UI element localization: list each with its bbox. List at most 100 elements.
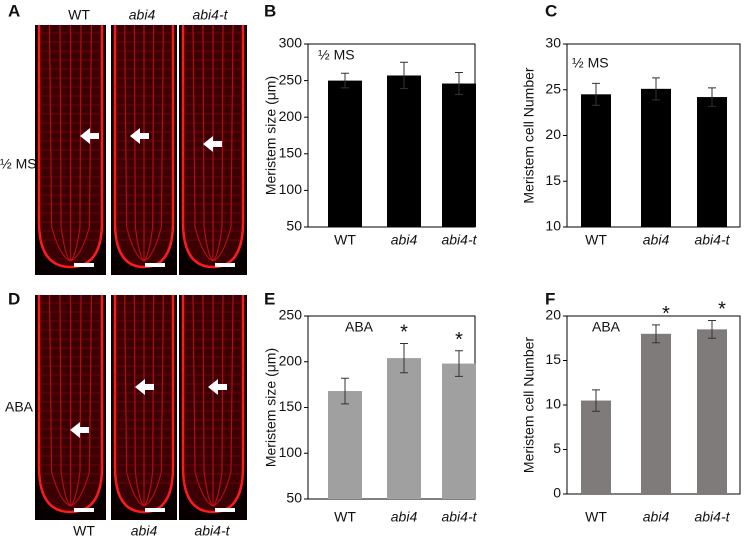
bar bbox=[328, 391, 362, 499]
cell-file bbox=[143, 294, 164, 507]
x-tick-label: abi4 bbox=[391, 232, 418, 248]
y-tick-label: 30 bbox=[545, 35, 561, 51]
x-tick-label: abi4 bbox=[643, 232, 670, 248]
bar bbox=[641, 88, 671, 228]
arrow bbox=[208, 379, 227, 395]
cell-file bbox=[192, 24, 214, 262]
y-axis-label: Meristem cell Number bbox=[521, 67, 537, 203]
y-tick-label: 150 bbox=[279, 398, 303, 414]
arrow bbox=[135, 379, 154, 395]
error-bar bbox=[341, 377, 349, 405]
y-tick-label: 250 bbox=[279, 307, 303, 323]
y-axis-label: Meristem cell Number bbox=[521, 337, 537, 473]
cell-file bbox=[48, 24, 71, 262]
annotation: ½ MS bbox=[318, 47, 355, 63]
x-tick-label: abi4-t bbox=[441, 232, 477, 248]
y-tick-label: 100 bbox=[279, 181, 303, 197]
condition-label: ½ MS bbox=[0, 156, 37, 172]
cell-file bbox=[212, 24, 234, 262]
column-label: abi4-t bbox=[194, 523, 230, 539]
cell-file bbox=[143, 24, 164, 262]
column-label: abi4 bbox=[129, 7, 156, 23]
y-tick-label: 50 bbox=[286, 218, 302, 234]
panel-letter: B bbox=[264, 1, 276, 20]
x-tick-label: abi4-t bbox=[441, 509, 477, 525]
cell-file bbox=[192, 294, 214, 507]
arrow bbox=[130, 128, 149, 144]
y-tick-label: 10 bbox=[545, 218, 561, 234]
cell-file bbox=[70, 294, 93, 507]
annotation: ½ MS bbox=[572, 55, 609, 71]
y-tick-label: 100 bbox=[279, 444, 303, 460]
y-tick-label: 200 bbox=[279, 352, 303, 368]
x-tick-label: WT bbox=[585, 232, 607, 248]
significance: * bbox=[718, 299, 726, 321]
cell-file bbox=[70, 24, 93, 262]
scale-bar bbox=[215, 263, 235, 267]
error-bar bbox=[592, 82, 600, 106]
panel-letter: A bbox=[8, 1, 20, 20]
y-tick-label: 50 bbox=[286, 490, 302, 506]
panel-letter: D bbox=[8, 289, 20, 308]
column-label: WT bbox=[68, 7, 90, 23]
y-tick-label: 0 bbox=[553, 485, 561, 501]
panel-letter: F bbox=[545, 289, 555, 308]
bar bbox=[581, 400, 611, 494]
y-tick-label: 15 bbox=[545, 172, 561, 188]
bar bbox=[328, 80, 362, 227]
arrow bbox=[80, 128, 99, 144]
scale-bar bbox=[74, 263, 94, 267]
bar bbox=[442, 363, 476, 499]
scale-bar bbox=[215, 508, 235, 512]
x-tick-label: WT bbox=[585, 509, 607, 525]
significance: * bbox=[455, 329, 463, 351]
x-tick-label: abi4-t bbox=[694, 509, 730, 525]
y-tick-label: 25 bbox=[545, 80, 561, 96]
bar bbox=[581, 94, 611, 227]
significance: * bbox=[400, 322, 408, 344]
error-bar bbox=[455, 350, 463, 377]
error-bar bbox=[652, 324, 660, 344]
annotation: ABA bbox=[345, 319, 374, 335]
cell-file bbox=[70, 294, 82, 507]
y-tick-label: 20 bbox=[545, 307, 561, 323]
x-tick-label: abi4 bbox=[643, 509, 670, 525]
y-axis-label: Meristem size (μm) bbox=[263, 348, 279, 467]
cell-file bbox=[212, 294, 224, 507]
error-bar bbox=[708, 319, 716, 339]
y-tick-label: 150 bbox=[279, 145, 303, 161]
y-tick-label: 200 bbox=[279, 108, 303, 124]
bar bbox=[442, 83, 476, 227]
x-tick-label: abi4 bbox=[391, 509, 418, 525]
y-tick-label: 20 bbox=[545, 126, 561, 142]
cell-file bbox=[59, 24, 71, 262]
scale-bar bbox=[74, 508, 94, 512]
y-tick-label: 300 bbox=[279, 35, 303, 51]
bar bbox=[697, 97, 727, 227]
error-bar bbox=[455, 72, 463, 96]
scale-bar bbox=[145, 263, 165, 267]
column-label: abi4-t bbox=[192, 7, 228, 23]
cell-file bbox=[202, 294, 214, 507]
error-bar bbox=[400, 342, 408, 374]
bar bbox=[387, 75, 421, 227]
error-bar bbox=[400, 61, 408, 90]
y-tick-label: 250 bbox=[279, 71, 303, 87]
arrow bbox=[203, 136, 222, 152]
cell-file bbox=[212, 24, 224, 262]
column-label: abi4 bbox=[131, 523, 158, 539]
cell-file bbox=[70, 24, 82, 262]
bar bbox=[697, 329, 727, 494]
x-tick-label: WT bbox=[334, 232, 356, 248]
y-tick-label: 10 bbox=[545, 396, 561, 412]
panel-letter: C bbox=[545, 1, 557, 20]
cell-file bbox=[59, 294, 71, 507]
error-bar bbox=[708, 87, 716, 107]
cell-file bbox=[212, 294, 234, 507]
cell-file bbox=[133, 24, 145, 262]
error-bar bbox=[652, 77, 660, 101]
y-tick-label: 5 bbox=[553, 440, 561, 456]
bar bbox=[387, 358, 421, 499]
cell-file bbox=[202, 24, 214, 262]
cell-file bbox=[124, 294, 145, 507]
